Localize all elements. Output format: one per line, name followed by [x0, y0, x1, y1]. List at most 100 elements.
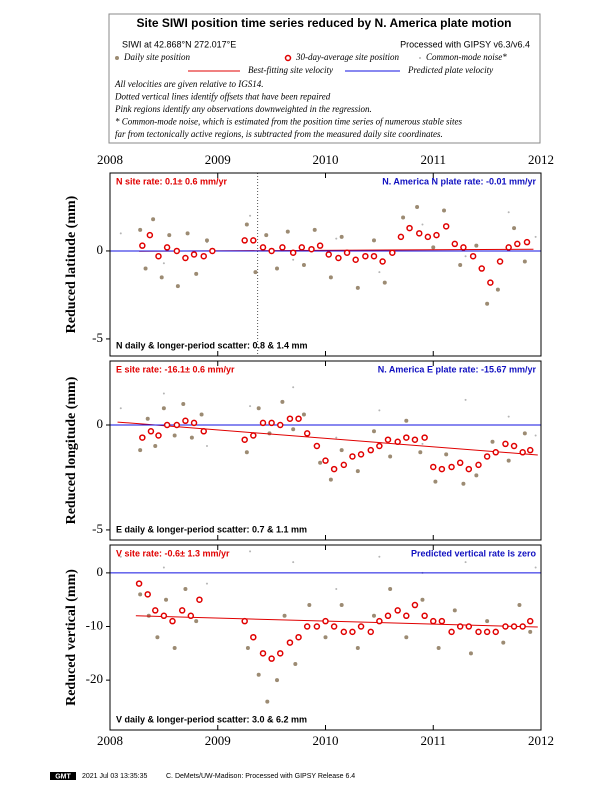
average-point: [135, 580, 143, 587]
average-point: [241, 617, 248, 625]
noise-point: [464, 561, 467, 564]
y-axis-label: Reduced vertical (mm): [64, 569, 79, 706]
average-point: [343, 249, 351, 256]
noise-point: [249, 214, 252, 217]
note: All velocities are given relative to IGS…: [114, 79, 264, 89]
x-tick-label: 2012: [528, 152, 554, 167]
daily-point: [159, 275, 164, 280]
average-point: [303, 430, 311, 437]
credit: C. DeMets/UW-Madison: Processed with GIP…: [166, 773, 355, 780]
daily-point: [183, 586, 188, 591]
noise-point: [292, 561, 295, 564]
average-point: [316, 242, 324, 249]
daily-point: [528, 629, 533, 634]
average-point: [526, 446, 534, 454]
y-tick-label: -20: [86, 671, 103, 686]
y-tick-label: 0: [97, 242, 104, 257]
average-point: [523, 238, 531, 246]
daily-point: [138, 592, 143, 597]
daily-point: [301, 263, 306, 268]
noise-point: [162, 262, 165, 265]
legend-daily-swatch: [115, 56, 119, 60]
average-point: [397, 233, 405, 241]
y-tick-label: 0: [97, 416, 104, 431]
daily-point: [431, 245, 436, 250]
x-tick-label: 2008: [97, 733, 123, 748]
plot-area: [110, 173, 541, 356]
average-point: [465, 623, 473, 630]
average-point: [438, 465, 446, 473]
daily-point: [155, 635, 160, 640]
y-tick-label: -10: [86, 617, 103, 632]
average-point: [268, 419, 275, 427]
daily-point: [285, 229, 290, 234]
site-rate: V site rate: -0.6± 1.3 mm/yr: [116, 548, 230, 558]
average-point: [340, 461, 348, 469]
average-point: [268, 247, 275, 255]
timestamp: 2021 Jul 03 13:35:35: [82, 773, 147, 780]
daily-point: [164, 597, 169, 602]
average-point: [456, 623, 464, 630]
noise-point: [292, 386, 295, 389]
average-point: [173, 421, 181, 429]
daily-point: [474, 473, 479, 478]
average-point: [483, 453, 491, 460]
daily-point: [388, 586, 393, 591]
average-point: [357, 623, 365, 630]
legend-avg: 30-day-average site position: [295, 52, 399, 62]
note: far from tectonically active regions, is…: [115, 129, 443, 139]
average-point: [313, 623, 321, 630]
average-point: [510, 623, 518, 630]
average-point: [424, 233, 432, 241]
average-point: [406, 224, 413, 232]
daily-point: [328, 275, 333, 280]
notes: All velocities are given relative to IGS…: [114, 79, 463, 139]
average-point: [335, 254, 342, 262]
average-point: [430, 617, 437, 625]
noise-point: [119, 232, 122, 235]
noise-point: [378, 409, 381, 412]
average-point: [146, 231, 154, 239]
average-point: [330, 465, 338, 473]
noise-point: [534, 566, 537, 569]
average-point: [268, 655, 275, 662]
average-point: [384, 436, 392, 443]
daily-point: [323, 635, 328, 640]
average-point: [415, 230, 423, 237]
average-point: [433, 231, 440, 239]
daily-point: [256, 406, 261, 411]
note: Pink regions identify any observations d…: [114, 104, 372, 114]
daily-point: [371, 238, 376, 243]
average-point: [169, 617, 176, 625]
daily-point: [275, 266, 280, 271]
average-point: [178, 607, 186, 614]
daily-point: [401, 215, 406, 220]
average-point: [295, 415, 302, 422]
site-rate: E site rate: -16.1± 0.6 mm/yr: [116, 364, 235, 374]
average-point: [469, 252, 477, 260]
average-point: [155, 252, 162, 260]
legend-noise: Common-mode noise*: [426, 52, 507, 62]
noise-point: [249, 405, 252, 408]
average-point: [173, 247, 181, 255]
legend-daily: Daily site position: [123, 52, 190, 62]
panel-frame: [109, 360, 542, 541]
average-point: [325, 251, 332, 258]
average-point: [330, 623, 338, 630]
daily-point: [355, 285, 360, 290]
average-point: [492, 628, 499, 636]
legend-avg-swatch: [284, 54, 292, 62]
scatter-label: E daily & longer-period scatter: 0.7 & 1…: [116, 524, 307, 534]
noise-point: [507, 211, 510, 214]
average-point: [430, 463, 437, 471]
daily-point: [312, 227, 317, 232]
average-point: [367, 446, 375, 454]
y-tick-label: -5: [92, 521, 103, 536]
average-point: [313, 442, 321, 450]
average-point: [144, 591, 151, 598]
daily-point: [138, 448, 143, 453]
average-point: [384, 612, 392, 620]
daily-point: [522, 259, 527, 264]
average-point: [389, 249, 396, 256]
daily-point: [371, 429, 376, 434]
